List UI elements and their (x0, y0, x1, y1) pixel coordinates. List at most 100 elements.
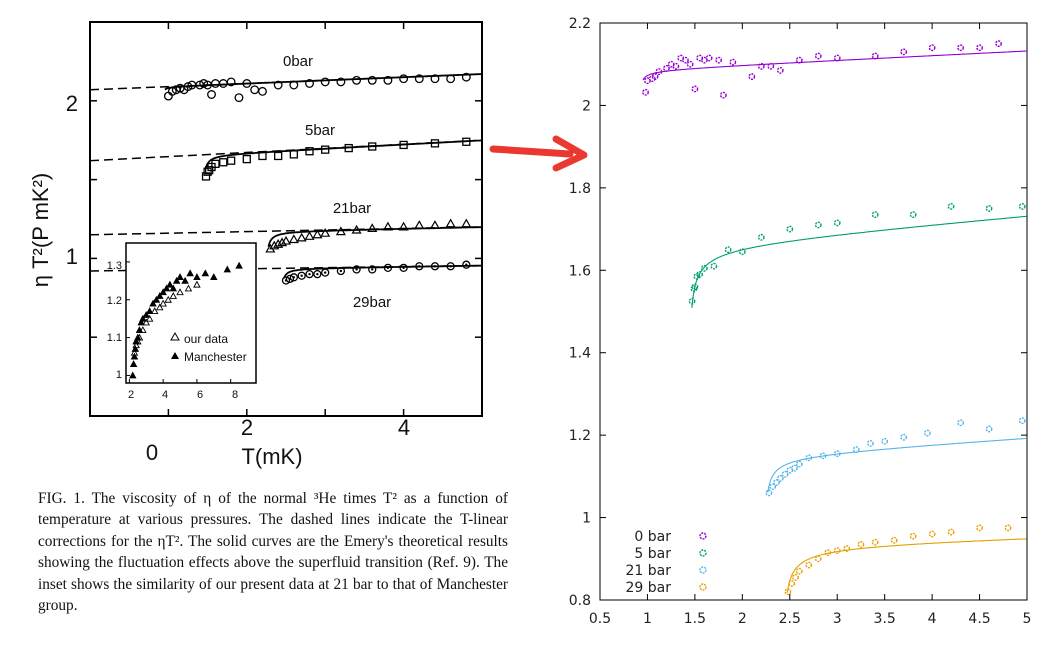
replot-point (781, 470, 789, 478)
main-point-circle (285, 274, 295, 284)
replot-point (738, 248, 746, 256)
replot-point (957, 419, 964, 427)
replot-xtick-label: 2 (738, 611, 747, 627)
replot-xtick-label: 2.5 (779, 611, 801, 627)
main-point-triangle (312, 229, 323, 239)
main-point-circle (399, 74, 409, 84)
inset-point-open (159, 299, 167, 307)
main-point-dot (433, 265, 437, 268)
inset-xtick-label: 6 (197, 389, 203, 401)
replot-point (833, 54, 841, 62)
replot-xtick-label: 3 (833, 611, 842, 627)
replot-point (748, 73, 756, 80)
caption-label: FIG. 1. (38, 490, 85, 507)
main-point-circle (461, 72, 471, 82)
replot-axes-frame (599, 22, 1028, 601)
replot-point (765, 489, 773, 497)
replot-point (1018, 417, 1026, 425)
replot-point (871, 52, 879, 60)
replot-point (776, 66, 784, 74)
replot-ytick-label: 1.4 (569, 346, 591, 362)
main-point-triangle (335, 226, 346, 236)
main-point-circle (218, 79, 228, 88)
replot-point (805, 454, 813, 462)
replot-point (871, 538, 879, 546)
main-point-square (211, 159, 220, 168)
main-y-axis-label: η T²(P mK²) (28, 173, 53, 287)
main-point-dot (339, 269, 343, 273)
series-label-21bar: 21bar (333, 200, 371, 217)
replot-ticks: 0.5 1 1.5 2 2.5 3 3.5 4 4.5 5 0.8 1 1.2 1.4 1.6 1.8 2 2.2 (569, 16, 1032, 627)
replot-legend-label: 21 bar (626, 563, 672, 579)
replot-point (786, 225, 794, 233)
replot-point (985, 205, 993, 212)
main-point-circle (320, 77, 330, 87)
main-point-square (344, 143, 353, 153)
replot-point (819, 452, 827, 460)
replot-point (881, 437, 889, 445)
replot-ytick-label: 1.8 (569, 181, 591, 197)
replot-point (788, 580, 796, 587)
main-point-circle (297, 271, 306, 280)
main-data-points (163, 72, 472, 285)
replot-point (1004, 524, 1012, 532)
main-point-circle (336, 266, 346, 276)
inset-point-filled (166, 280, 174, 288)
inset-point-filled (129, 360, 138, 368)
inset-point-filled (134, 333, 142, 341)
main-point-circle (305, 270, 314, 279)
replot-point (686, 60, 694, 68)
replot-point (642, 88, 649, 96)
main-point-dot (292, 276, 296, 279)
inset-point-open (150, 307, 159, 315)
inset-point-filled (201, 269, 210, 277)
replot-point (900, 433, 908, 441)
inset-ticks (126, 261, 232, 383)
main-point-circle (383, 263, 393, 273)
replot-point (957, 44, 964, 52)
replot-point (976, 44, 983, 52)
replot-point (672, 62, 680, 70)
main-point-circle (446, 74, 456, 84)
main-point-square (242, 154, 251, 164)
main-ytick-label: 2 (66, 91, 78, 116)
replot-point (947, 528, 955, 536)
replot-point (705, 54, 713, 62)
original-figure-chart: 0 2 4 1 2 T(mK) η T²(P mK²) 0bar 5bar 21… (28, 21, 483, 469)
replot-point (890, 536, 898, 544)
inset-ytick-label: 1.3 (107, 260, 122, 272)
replot-point (852, 446, 860, 453)
main-point-circle (321, 268, 330, 277)
replot-point (773, 479, 780, 486)
inset-point-filled (156, 292, 164, 299)
replot-point (700, 56, 708, 64)
replot-point (833, 450, 841, 458)
main-xtick-label: 2 (241, 415, 253, 440)
replot-point (696, 271, 704, 278)
main-point-square (289, 150, 298, 159)
replot-point (976, 524, 983, 532)
replot-point (995, 40, 1002, 48)
replot-point (719, 91, 727, 99)
inset-data-points (128, 261, 243, 379)
replot-xtick-label: 0.5 (589, 611, 611, 627)
main-point-dot (386, 266, 390, 270)
replot-point (784, 588, 792, 596)
replot-fit-curve (642, 50, 1027, 81)
replot-point (757, 62, 765, 70)
replot-legend-marker (699, 532, 707, 540)
main-point-dot (402, 266, 405, 270)
solid-theory-curve (164, 73, 482, 91)
replot-point (923, 429, 931, 437)
replot-point (677, 54, 685, 62)
replot-point (776, 475, 784, 482)
replot-point (871, 211, 879, 219)
inset-point-filled (142, 310, 151, 318)
inset-point-filled (223, 265, 232, 273)
main-point-circle (281, 276, 291, 285)
main-point-triangle (273, 239, 284, 248)
main-point-circle (383, 75, 393, 85)
replot-point (715, 56, 723, 64)
main-point-circle (352, 265, 361, 274)
main-point-triangle (269, 240, 280, 250)
